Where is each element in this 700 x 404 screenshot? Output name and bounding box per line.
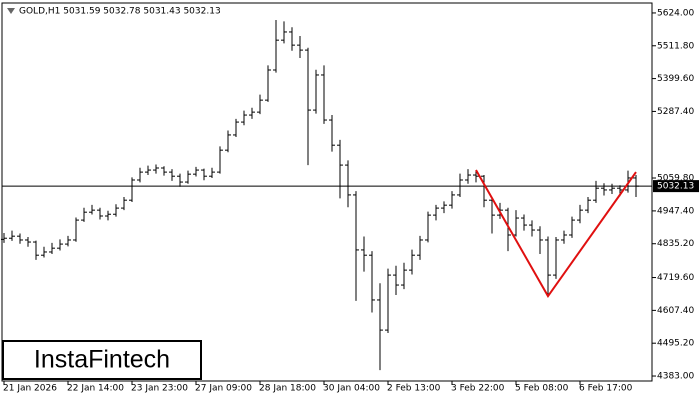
x-tick-label: 3 Feb 22:00 [451,384,505,394]
x-tick-label: 5 Feb 08:00 [515,384,569,394]
y-tick-label: 5399.60 [657,74,694,84]
y-tick-label: 4383.00 [657,372,694,382]
watermark-box [2,340,202,380]
x-tick-label: 2 Feb 13:00 [387,384,441,394]
y-tick-label: 4607.40 [657,306,694,316]
watermark: InstaFintech [34,346,170,374]
y-tick-label: 4719.60 [657,273,694,283]
y-tick-label: 4947.40 [657,206,694,216]
x-tick-label: 27 Jan 09:00 [195,384,252,394]
y-tick-label: 5059.80 [657,174,694,184]
y-tick-label: 4495.20 [657,339,694,349]
price-label: 5032.13 [657,182,694,192]
plot-frame [1,2,653,382]
x-tick-label: 23 Jan 23:00 [131,384,188,394]
x-tick-label: 6 Feb 17:00 [579,384,633,394]
x-tick-label: 28 Jan 18:00 [259,384,316,394]
x-tick-label: 30 Jan 04:00 [323,384,380,394]
y-tick-label: 5624.00 [657,8,694,18]
price-label-box [653,180,699,193]
y-tick-label: 5287.40 [657,107,694,117]
x-tick-label: 21 Jan 2026 [3,384,57,394]
y-tick-label: 5511.80 [657,41,694,51]
symbol-icon [7,8,15,14]
y-tick-label: 4835.20 [657,239,694,249]
pattern-line [475,169,637,299]
chart-header: GOLD,H1 5031.59 5032.78 5031.43 5032.13 [19,7,221,17]
x-tick-label: 22 Jan 14:00 [67,384,124,394]
